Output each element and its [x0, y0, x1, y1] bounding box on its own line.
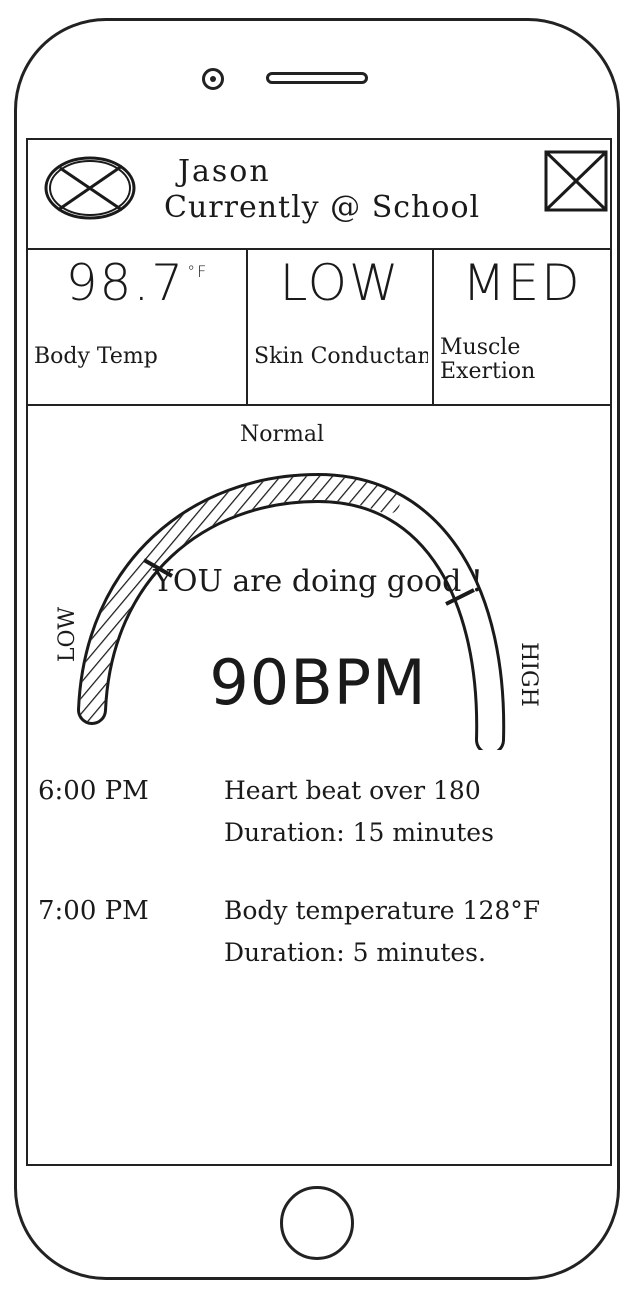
vitals-summary: 98.7°F Body Temp LOW Skin Conductance ME… — [28, 248, 610, 406]
stat-body-temp[interactable]: 98.7 °F Body Temp — [28, 248, 246, 404]
event-duration: Duration: 5 minutes. — [224, 938, 486, 967]
gauge-tick-low — [143, 558, 173, 578]
event-log: 6:00 PM Heart beat over 180 Duration: 15… — [38, 776, 604, 1016]
event-time: 7:00 PM — [38, 896, 149, 926]
avatar-placeholder-icon[interactable] — [42, 154, 138, 222]
stat-value: 98.7 °F — [65, 254, 209, 312]
event-description: Body temperature 128°F — [224, 896, 541, 925]
list-item[interactable]: 6:00 PM Heart beat over 180 Duration: 15… — [38, 776, 604, 896]
stat-label: Body Temp — [34, 344, 158, 369]
stat-value: LOW — [279, 254, 401, 312]
stat-label: Muscle Exertion — [440, 336, 536, 384]
stat-value: MED — [462, 254, 582, 312]
event-duration: Duration: 15 minutes — [224, 818, 494, 847]
list-item[interactable]: 7:00 PM Body temperature 128°F Duration:… — [38, 896, 604, 1016]
event-description: Heart beat over 180 — [224, 776, 481, 805]
gauge-tick-high — [445, 588, 475, 606]
event-time: 6:00 PM — [38, 776, 149, 806]
app-screen: Jason Currently @ School 98.7 °F Body Tem… — [26, 138, 612, 1166]
stat-label: Skin Conductance — [254, 344, 428, 369]
profile-header: Jason Currently @ School — [28, 140, 610, 250]
user-name: Jason — [178, 154, 271, 189]
heart-rate-readout: 90BPM — [209, 646, 427, 719]
status-message: YOU are doing good ! — [153, 564, 483, 599]
speaker-grille — [266, 72, 368, 84]
stat-muscle-exertion[interactable]: MED Muscle Exertion — [432, 248, 610, 404]
gauge-high-label: HIGH — [515, 642, 541, 707]
image-placeholder-icon[interactable] — [544, 150, 608, 212]
stat-unit: °F — [187, 262, 209, 281]
gauge-arc — [77, 472, 506, 755]
gauge-low-label: LOW — [55, 606, 81, 663]
home-button[interactable] — [280, 1186, 354, 1260]
user-location-status: Currently @ School — [164, 190, 481, 225]
camera-icon — [202, 68, 224, 90]
gauge-normal-label: Normal — [240, 422, 325, 447]
heart-rate-gauge: Normal LOW HIGH YOU are doing good ! 90B… — [48, 410, 598, 755]
stat-skin-conductance[interactable]: LOW Skin Conductance — [246, 248, 432, 404]
